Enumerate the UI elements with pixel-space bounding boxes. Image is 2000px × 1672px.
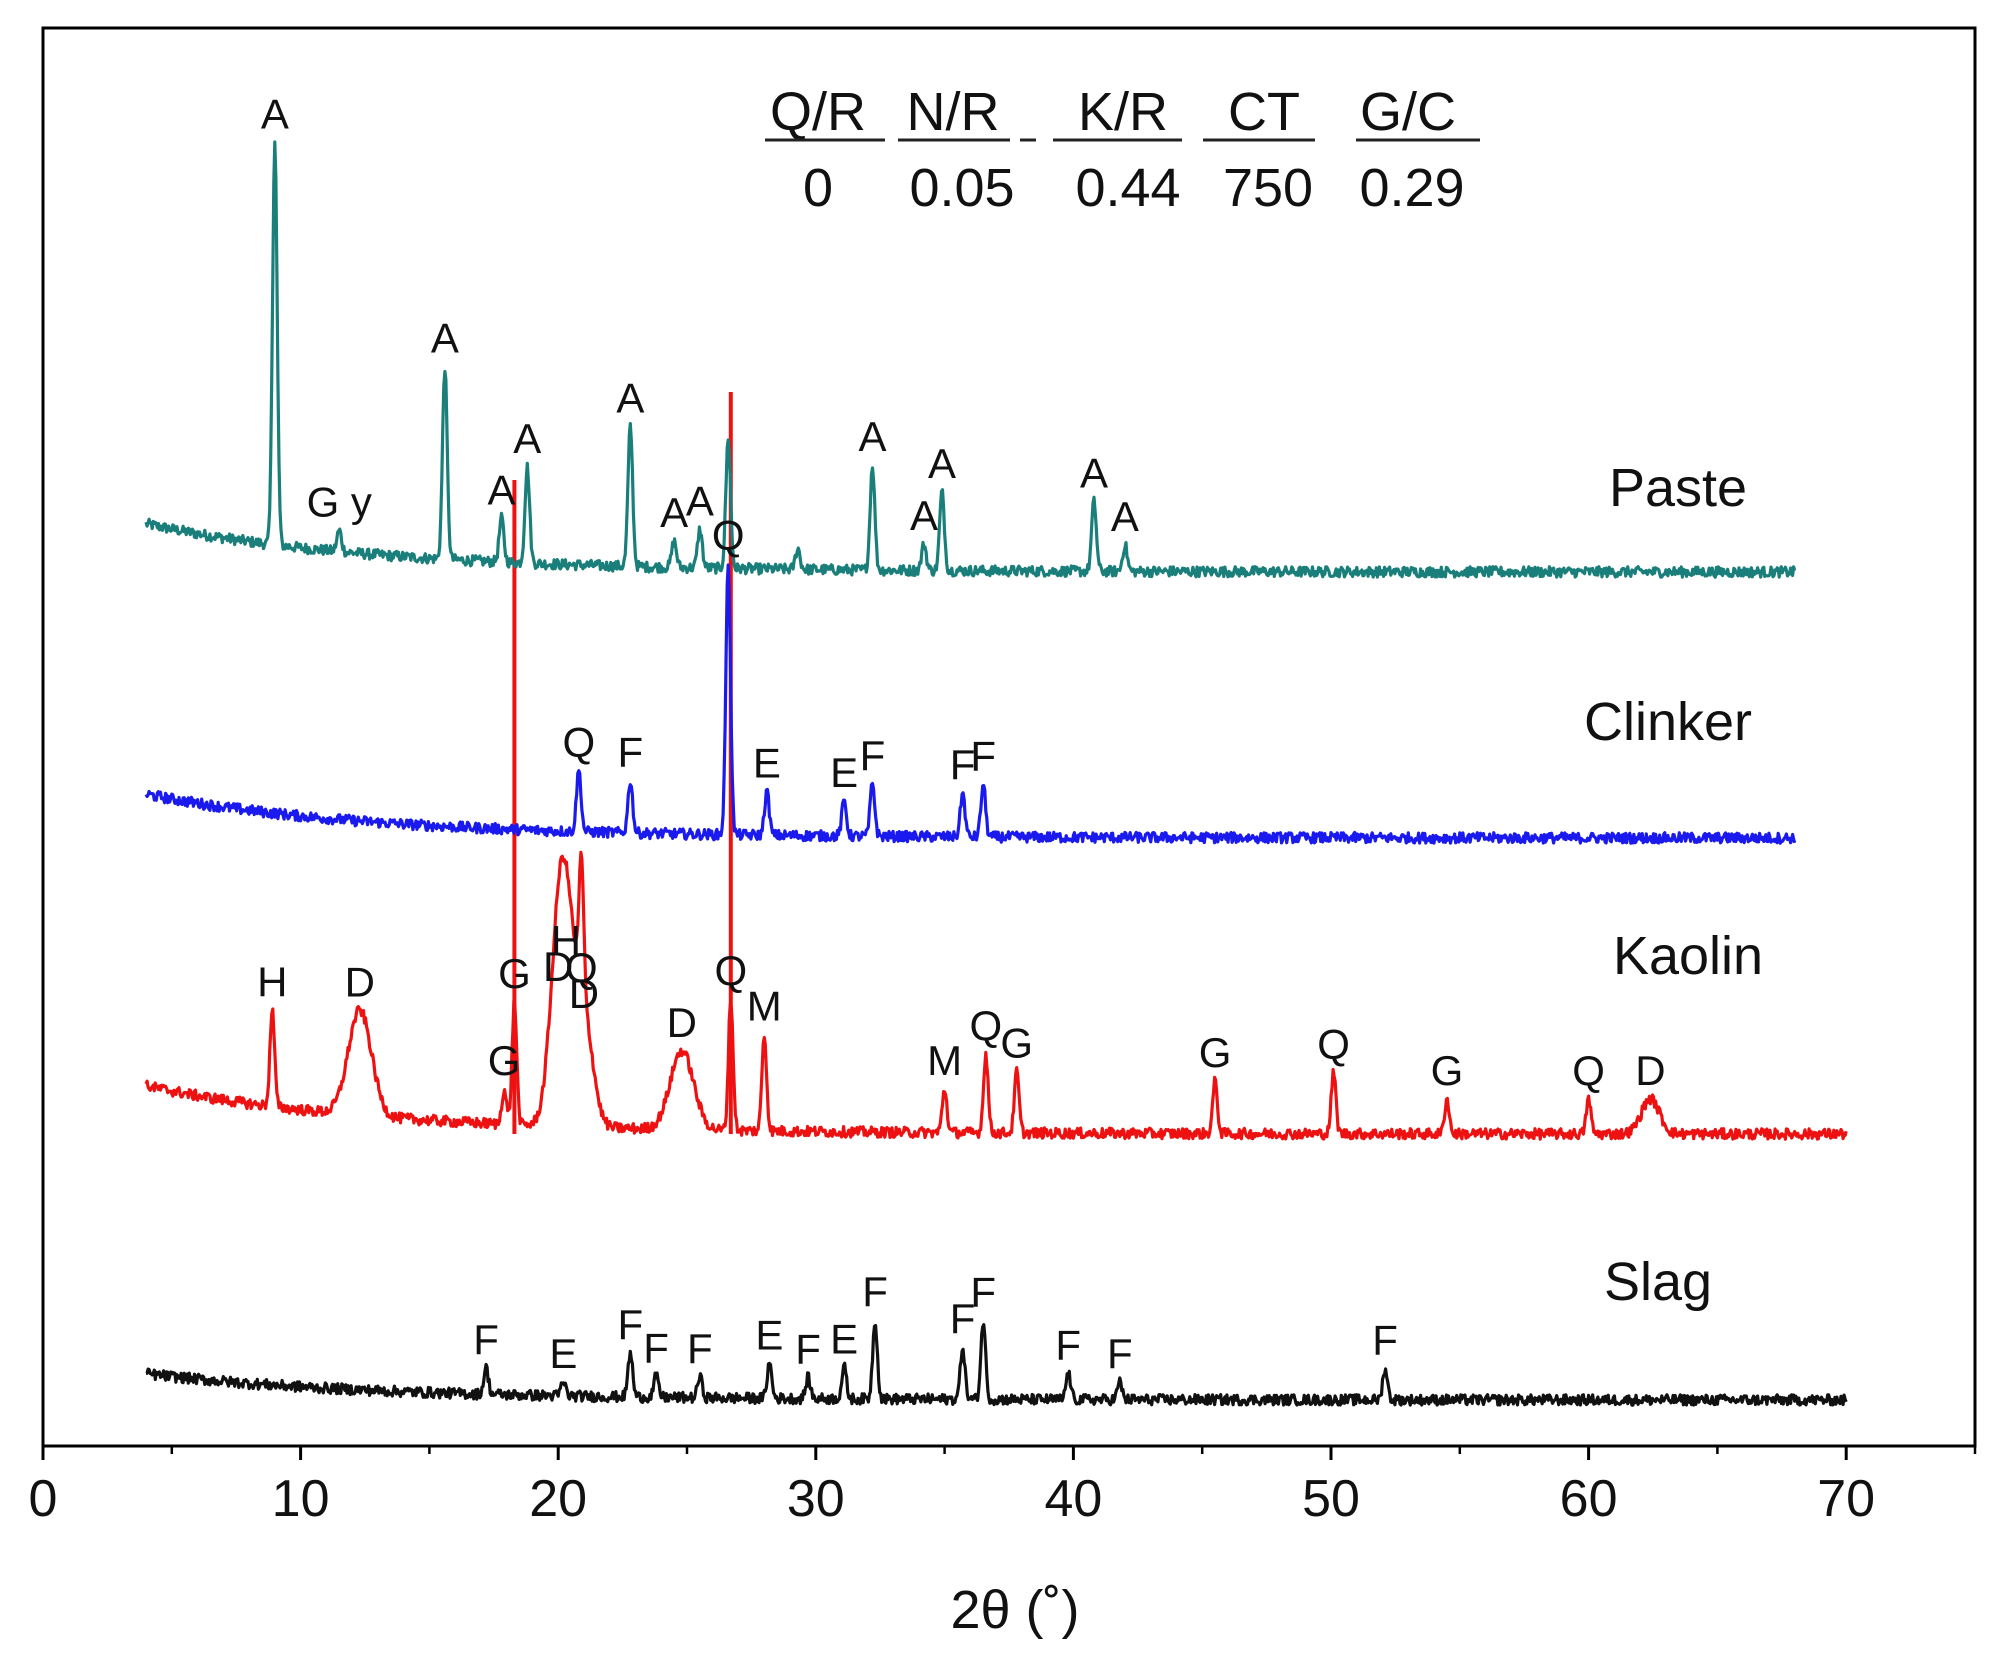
peak-label: D <box>543 943 573 990</box>
peak-label: F <box>1372 1316 1398 1363</box>
parameter-table: Q/R N/R K/R CT G/C 0 0.05 0.44 750 0.29 <box>765 82 1480 218</box>
peak-label: F <box>950 741 976 788</box>
x-tick-label: 60 <box>1560 1470 1618 1528</box>
param-value-qr: 0 <box>803 158 833 218</box>
x-tick-label: 20 <box>529 1470 587 1528</box>
param-header-kr: K/R <box>1078 82 1168 142</box>
peak-label: F <box>862 1268 888 1315</box>
peak-label: F <box>795 1326 821 1373</box>
x-axis-title: 2θ (˚) <box>950 1580 1079 1640</box>
series-line-slag <box>145 1323 1848 1407</box>
peak-label: A <box>1080 449 1108 496</box>
peak-label: A <box>616 374 644 421</box>
peak-label: A <box>910 492 938 539</box>
param-header-qr: Q/R <box>770 82 866 142</box>
peak-label: F <box>970 732 996 779</box>
peak-label: A <box>686 477 714 524</box>
peak-label: F <box>643 1324 669 1371</box>
param-value-nr: 0.05 <box>909 158 1014 218</box>
peak-label: D <box>569 970 599 1017</box>
peak-label: F <box>1107 1330 1133 1377</box>
x-tick-label: 70 <box>1817 1470 1875 1528</box>
peak-label: G <box>1431 1047 1464 1094</box>
peak-label: D <box>667 999 697 1046</box>
series-label-slag: Slag <box>1604 1252 1712 1312</box>
peak-label: F <box>860 732 886 779</box>
peak-label: F <box>1055 1321 1081 1368</box>
x-tick-label: 50 <box>1302 1470 1360 1528</box>
x-tick-label: 30 <box>787 1470 845 1528</box>
peak-label: F <box>617 728 643 775</box>
peak-label: A <box>431 315 459 362</box>
peak-label: G <box>1199 1029 1232 1076</box>
series-label-paste: Paste <box>1609 458 1747 518</box>
x-tick-label: 10 <box>272 1470 330 1528</box>
x-tick-label: 40 <box>1044 1470 1102 1528</box>
peak-label: G y <box>307 479 372 526</box>
series-line-kaolin <box>144 850 1848 1141</box>
peak-label: A <box>928 440 956 487</box>
peak-label: F <box>970 1269 996 1316</box>
peak-label: E <box>830 749 858 796</box>
peak-label: A <box>488 466 516 513</box>
peak-label: Q <box>714 947 747 994</box>
param-header-gc: G/C <box>1360 82 1456 142</box>
series-line-clinker <box>144 563 1797 845</box>
peak-label: E <box>753 739 781 786</box>
peak-label: G <box>488 1037 521 1084</box>
peak-label: G <box>1000 1020 1033 1067</box>
peak-label: A <box>261 90 289 137</box>
peak-label: H <box>551 917 581 964</box>
peak-label: E <box>549 1330 577 1377</box>
peak-label: Q <box>562 718 595 765</box>
peak-label: Q <box>1572 1047 1605 1094</box>
param-value-gc: 0.29 <box>1359 158 1464 218</box>
param-value-ct: 750 <box>1223 158 1313 218</box>
peak-label: Q <box>712 511 745 558</box>
peak-label: D <box>345 958 375 1005</box>
peak-label: Q <box>1317 1021 1350 1068</box>
param-value-kr: 0.44 <box>1075 158 1180 218</box>
peak-label: A <box>1111 493 1139 540</box>
peak-label: G <box>498 950 531 997</box>
peak-label: M <box>927 1037 962 1084</box>
peak-label: E <box>830 1315 858 1362</box>
param-header-ct: CT <box>1228 82 1300 142</box>
x-tick-label: 0 <box>29 1470 58 1528</box>
peak-label: A <box>858 413 886 460</box>
peak-label: D <box>1635 1047 1665 1094</box>
peak-label: F <box>473 1316 499 1363</box>
peak-label: Q <box>565 944 598 991</box>
peak-label: E <box>755 1311 783 1358</box>
peak-label: F <box>687 1325 713 1372</box>
peak-label: F <box>950 1295 976 1342</box>
param-header-nr: N/R <box>907 82 1000 142</box>
peak-label: F <box>617 1301 643 1348</box>
peak-label: A <box>660 489 688 536</box>
peak-label: Q <box>969 1002 1002 1049</box>
series-label-clinker: Clinker <box>1584 692 1752 752</box>
series-label-kaolin: Kaolin <box>1613 926 1763 986</box>
peak-label: A <box>513 415 541 462</box>
plot-frame <box>41 26 1977 1448</box>
series-line-paste <box>144 140 1797 579</box>
peak-label: M <box>747 983 782 1030</box>
peak-label: H <box>257 958 287 1005</box>
